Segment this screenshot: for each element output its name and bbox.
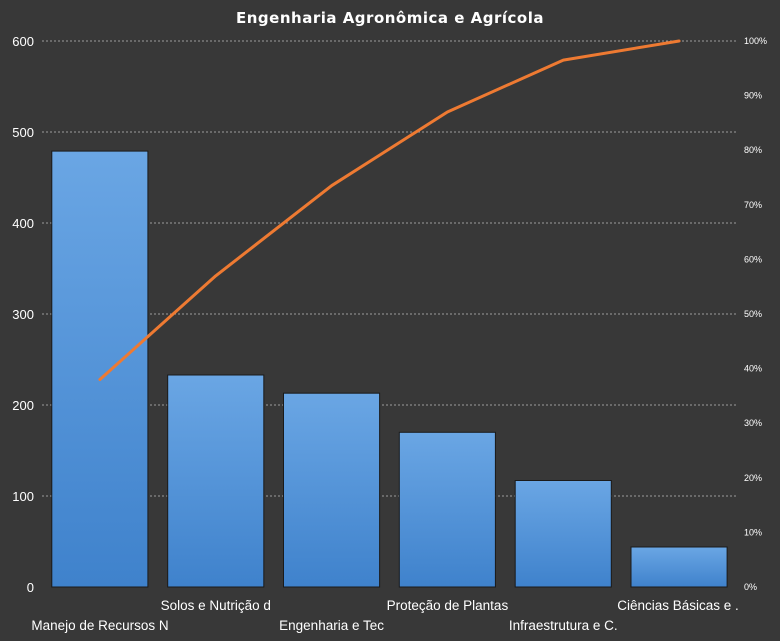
category-label-4: Proteção de Plantas [387,598,509,613]
y2-tick-label-9: 90% [744,91,762,101]
y2-tick-label-0: 0% [744,582,757,592]
bar-6 [630,546,728,588]
right-axis: 0% 10% 20% 30% 40% 50% 60% 70% 80% 90% 100% [744,36,767,592]
cumulative-line [98,39,681,381]
y2-tick-label-1: 10% [744,527,762,537]
y2-tick-label-7: 70% [744,200,762,210]
y2-tick-label-5: 50% [744,309,762,319]
bar-2 [167,374,265,588]
category-label-6: Ciências Básicas e . [617,598,739,613]
bar-4 [398,431,496,588]
y2-tick-label-10: 100% [744,36,767,46]
left-axis: 0 100 200 300 400 500 600 [12,34,34,595]
category-label-3: Engenharia e Tec [279,618,384,633]
y-tick-label-500: 500 [12,125,34,140]
chart-title: Engenharia Agronômica e Agrícola [236,9,544,27]
y-tick-label-100: 100 [12,489,34,504]
category-label-2: Solos e Nutrição d [161,598,271,613]
bar-3 [283,392,381,588]
bar-1 [51,150,149,588]
y2-tick-label-3: 30% [744,418,762,428]
category-label-5: Infraestrutura e C. [509,618,618,633]
y-tick-label-400: 400 [12,216,34,231]
y-tick-label-600: 600 [12,34,34,49]
y-tick-label-200: 200 [12,398,34,413]
y-tick-label-0: 0 [27,580,34,595]
category-label-1: Manejo de Recursos N [31,618,168,633]
bars [51,150,728,588]
category-axis: Manejo de Recursos N Solos e Nutrição d En… [31,598,738,633]
cumulative-line-group [98,39,681,381]
y2-tick-label-6: 60% [744,254,762,264]
y-tick-label-300: 300 [12,307,34,322]
y2-tick-label-2: 20% [744,473,762,483]
y2-tick-label-4: 40% [744,364,762,374]
y2-tick-label-8: 80% [744,145,762,155]
bar-5 [514,480,612,588]
